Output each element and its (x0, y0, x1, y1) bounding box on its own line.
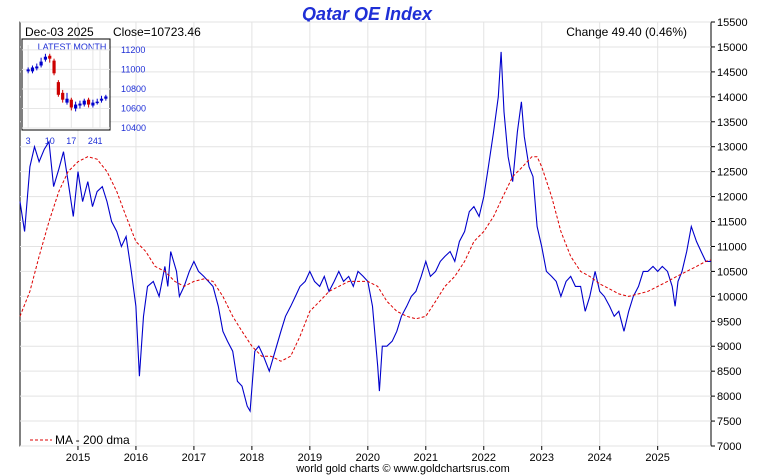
inset-candle-body (69, 99, 73, 108)
inset-x-tick-label: 24 (88, 136, 98, 146)
inset-frame (21, 38, 111, 131)
inset-candle-body (30, 67, 35, 72)
x-tick-label: 2024 (587, 452, 611, 464)
date-label: Dec-03 2025 (25, 25, 94, 39)
inset-y-tick-label: 10400 (121, 123, 146, 133)
y-tick-label: 14500 (717, 67, 748, 79)
y-tick-label: 15000 (717, 42, 748, 54)
inset-candle-body (26, 69, 30, 72)
inset-candle-body (56, 82, 60, 95)
y-tick-label: 10000 (717, 291, 748, 303)
x-tick-label: 2016 (124, 452, 148, 464)
inset-x-tick-label: 17 (66, 136, 76, 146)
y-tick-label: 11000 (717, 241, 747, 253)
y-tick-label: 15500 (717, 17, 748, 29)
x-tick-label: 2025 (645, 452, 669, 464)
inset-candle-body (52, 60, 56, 74)
inset-candle-body (99, 98, 104, 101)
inset-candle-body (61, 92, 65, 100)
inset-title: LATEST MONTH (38, 42, 107, 52)
inset-x-tick-label: 1 (97, 136, 102, 146)
y-tick-label: 10500 (717, 266, 748, 278)
y-tick-label: 11500 (717, 217, 747, 229)
inset-candle-body (86, 99, 91, 105)
change-label: Change 49.40 (0.46%) (566, 25, 687, 39)
y-tick-label: 12500 (717, 167, 748, 179)
inset-candle-body (48, 55, 52, 59)
inset-y-tick-label: 10800 (121, 84, 146, 94)
gridlines (20, 21, 711, 447)
y-tick-label: 14000 (717, 92, 748, 104)
plot-area (19, 21, 712, 447)
y-tick-label: 7500 (717, 416, 741, 428)
y-tick-label: 9000 (717, 341, 741, 353)
inset-x-tick-label: 3 (26, 136, 31, 146)
x-axis-ticks: 2015 2016 2017 2018 2019 2020 2021 2022 2023 2024… (66, 446, 670, 464)
x-tick-label: 2019 (298, 452, 322, 464)
inset-candle-body (43, 56, 48, 60)
inset-candle-body (39, 61, 43, 66)
inset-x-ticks: 3 10 17 24 1 (26, 136, 103, 146)
footer-credit: world gold charts © www.goldchartsrus.co… (295, 463, 510, 475)
y-tick-label: 8000 (717, 391, 741, 403)
inset-y-tick-label: 10600 (121, 103, 146, 113)
inset-candle-body (95, 101, 99, 104)
legend-label-ma: MA - 200 dma (55, 433, 130, 447)
inset-candles (26, 53, 108, 112)
y-tick-label: 9500 (717, 316, 741, 328)
inset-candle-body (74, 104, 78, 109)
inset-candle-body (65, 98, 69, 103)
inset-x-tick-label: 10 (45, 136, 55, 146)
inset-candle-body (82, 100, 86, 105)
y-tick-label: 13500 (717, 117, 748, 129)
inset-candle-body (91, 102, 95, 106)
x-tick-label: 2020 (356, 452, 380, 464)
y-axis-ticks: 15500 15000 14500 14000 13500 13000 12500 12000… (711, 17, 748, 453)
x-tick-label: 2021 (414, 452, 438, 464)
legend: MA - 200 dma (30, 433, 130, 447)
inset-latest-month: LATEST MONTH 11200 11000 10800 10600 10400 3… (21, 38, 146, 146)
x-tick-label: 2015 (66, 452, 90, 464)
y-tick-label: 12000 (717, 192, 748, 204)
inset-y-ticks: 11200 11000 10800 10600 10400 (121, 45, 146, 133)
series-line-index (19, 51, 711, 413)
x-tick-label: 2017 (182, 452, 206, 464)
x-tick-label: 2018 (240, 452, 264, 464)
x-tick-label: 2023 (529, 452, 553, 464)
x-tick-label: 2022 (472, 452, 496, 464)
inset-candle-body (104, 96, 108, 99)
y-tick-label: 7000 (717, 441, 741, 453)
series-line-ma-200 (19, 156, 712, 362)
y-tick-label: 8500 (717, 366, 741, 378)
inset-candle-body (35, 66, 39, 69)
y-tick-label: 13000 (717, 142, 748, 154)
series-layer (19, 51, 712, 413)
chart-title: Qatar QE Index (302, 4, 433, 24)
close-label: Close=10723.46 (113, 25, 201, 39)
inset-candle-body (78, 103, 82, 106)
inset-y-tick-label: 11000 (121, 64, 145, 74)
inset-y-tick-label: 11200 (121, 45, 145, 55)
